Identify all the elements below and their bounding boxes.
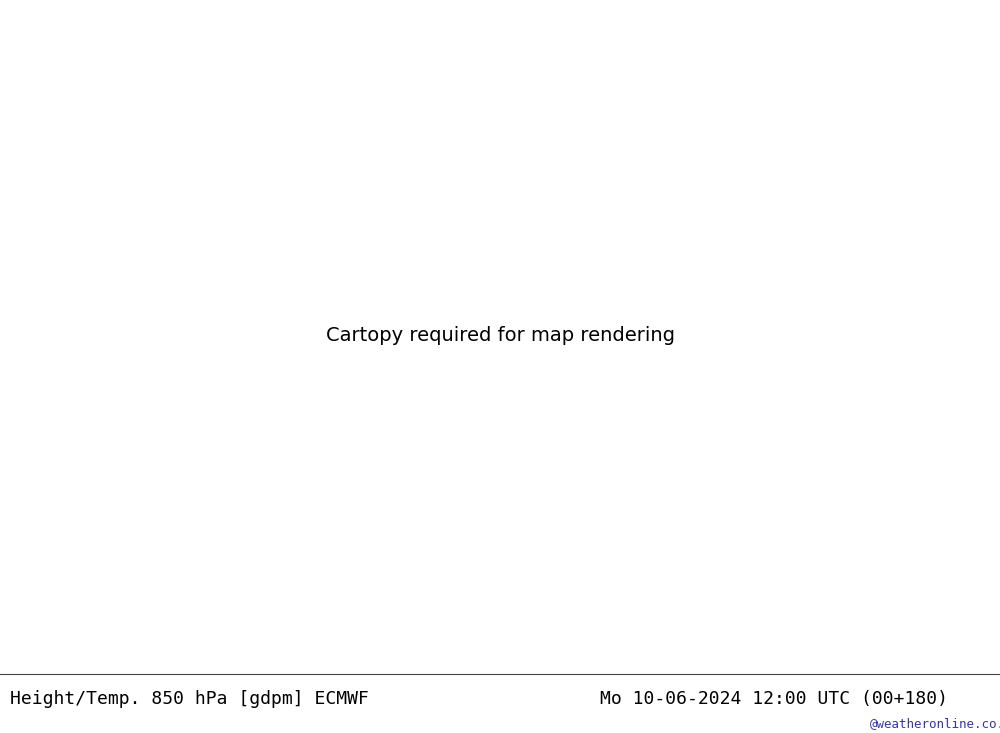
Text: Cartopy required for map rendering: Cartopy required for map rendering (326, 326, 674, 345)
Text: Height/Temp. 850 hPa [gdpm] ECMWF: Height/Temp. 850 hPa [gdpm] ECMWF (10, 690, 369, 708)
Text: @weatheronline.co.uk: @weatheronline.co.uk (870, 717, 1000, 730)
Text: Mo 10-06-2024 12:00 UTC (00+180): Mo 10-06-2024 12:00 UTC (00+180) (600, 690, 948, 708)
